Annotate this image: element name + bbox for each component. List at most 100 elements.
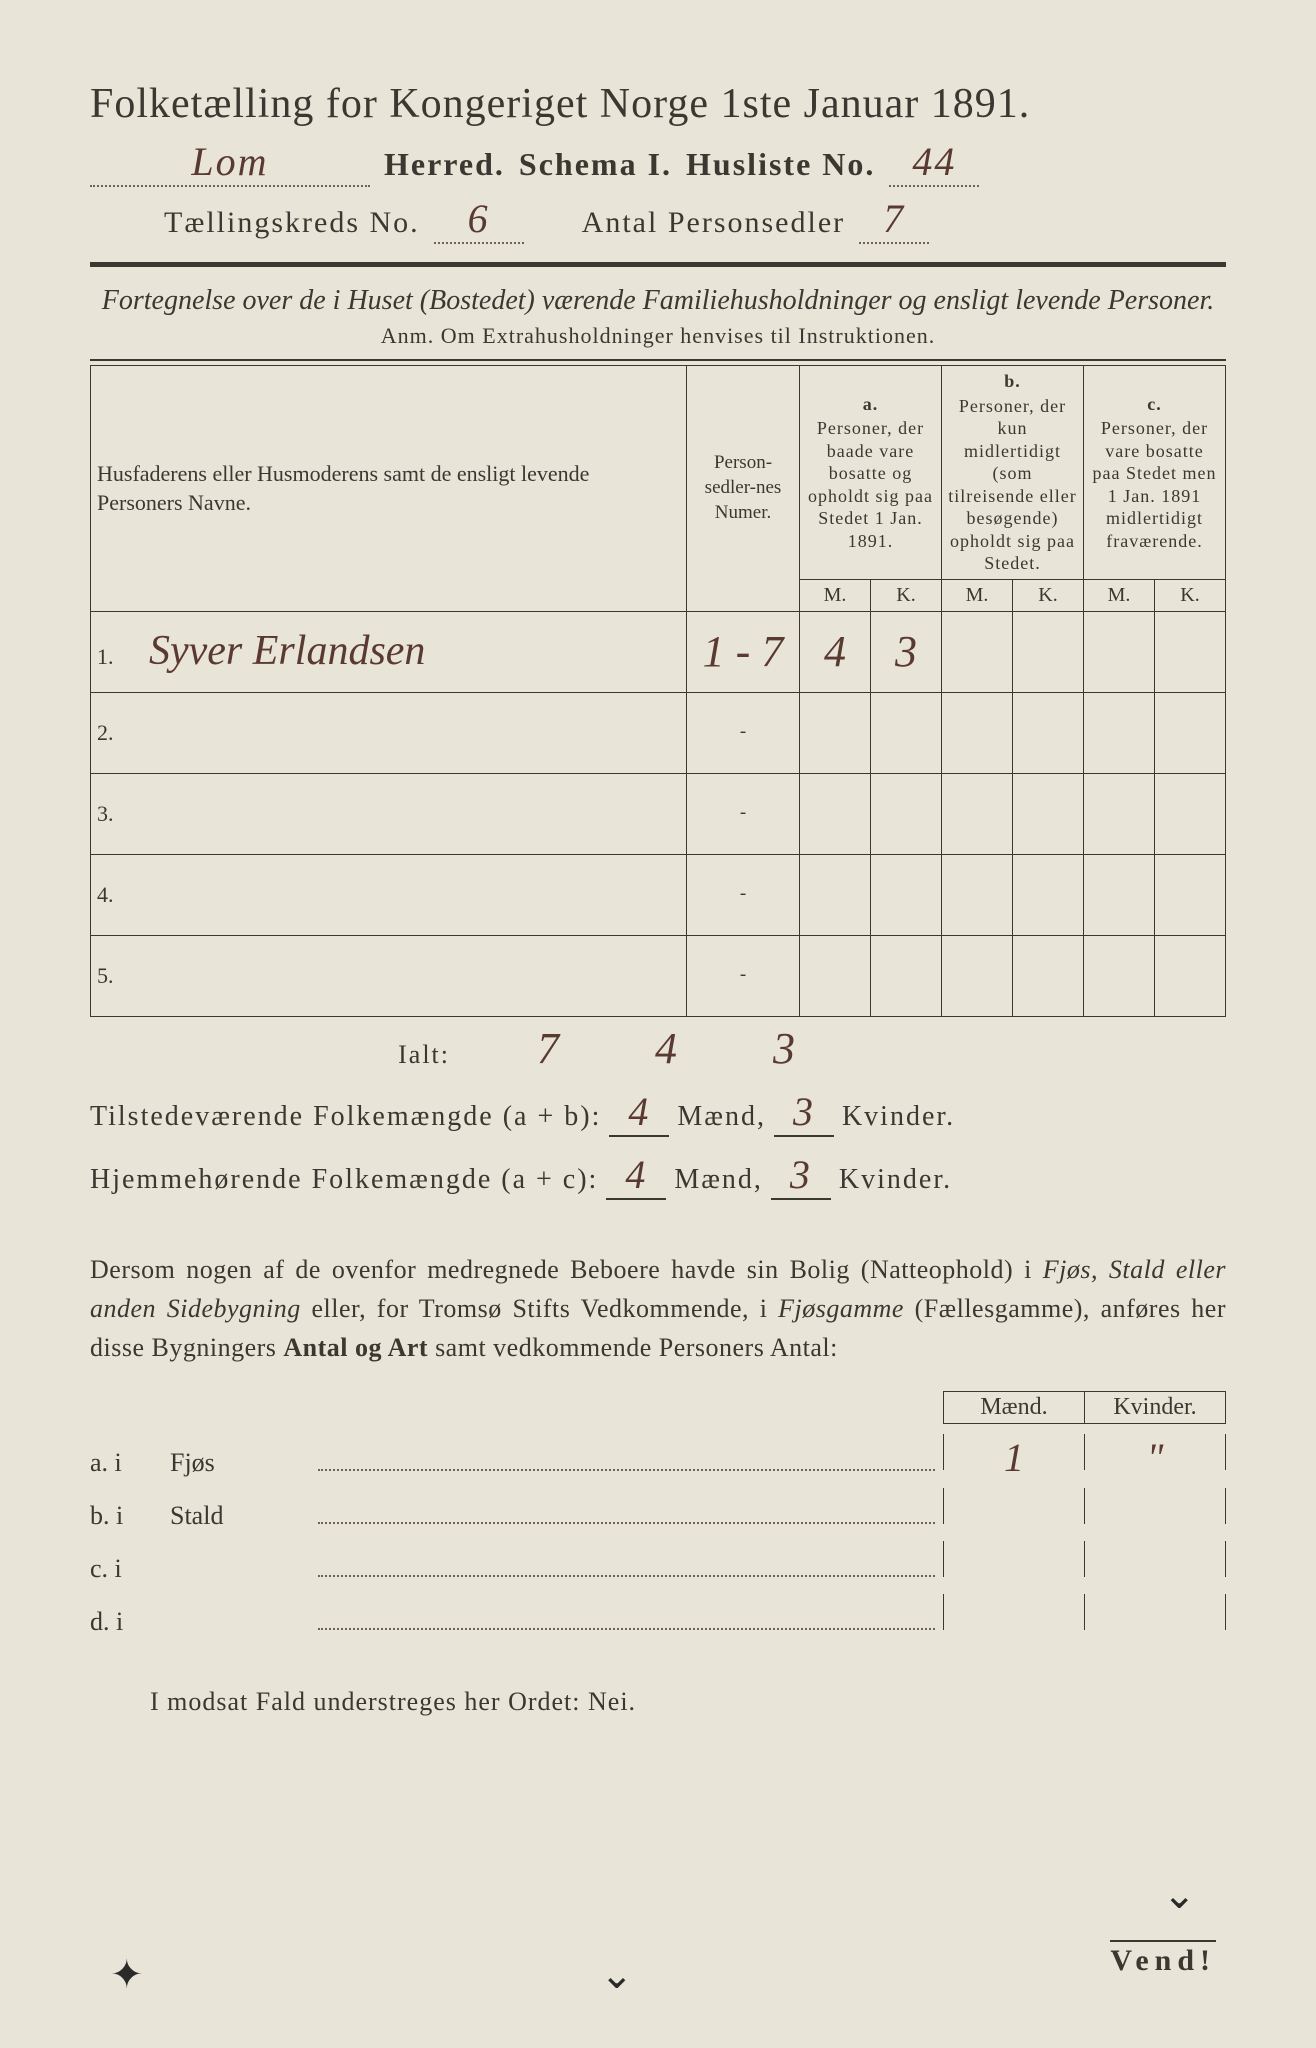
cell-num: - [687,854,800,935]
kreds-value: 6 [468,196,490,241]
antal-label: Antal Personsedler [582,206,845,240]
census-form-page: Folketælling for Kongeriget Norge 1ste J… [0,0,1316,2048]
bldg-head-m: Mænd. [943,1391,1084,1424]
bldg-m [943,1594,1084,1630]
cell-bm [942,854,1013,935]
cell-am [800,773,871,854]
cell-ak [871,773,942,854]
cell-cm [1084,611,1155,692]
cell-am [800,692,871,773]
cell-name: 5. [91,935,687,1016]
rule-thick [90,262,1226,267]
cell-am [800,935,871,1016]
header-line-kreds: Tællingskreds No. 6 Antal Personsedler 7 [90,195,1226,244]
cell-bm [942,935,1013,1016]
header-line-herred: Lom Herred. Schema I. Husliste No. 44 [90,138,1226,187]
cell-bm [942,611,1013,692]
table-row: 5.- [91,935,1226,1016]
cell-name: 3. [91,773,687,854]
col-header-num: Person-sedler-nes Numer. [687,366,800,612]
herred-value: Lom [191,139,268,184]
cell-cm [1084,773,1155,854]
bldg-row: c. i [90,1541,1226,1584]
ialt-row: Ialt: 7 4 3 [90,1023,1226,1074]
cell-bk [1013,611,1084,692]
dotted-fill [318,1469,935,1471]
household-table: Husfaderens eller Husmoderens samt de en… [90,365,1226,1017]
col-header-name: Husfaderens eller Husmoderens samt de en… [91,366,687,612]
cell-num: 1 - 7 [687,611,800,692]
cell-name: 1.Syver Erlandsen [91,611,687,692]
sum2-k: 3 [790,1152,812,1197]
cell-bm [942,692,1013,773]
sum2-label: Hjemmehørende Folkemængde (a + c): [90,1164,598,1196]
cell-ck [1155,611,1226,692]
cell-cm [1084,935,1155,1016]
ialt-num: 7 [490,1023,608,1074]
cell-ck [1155,935,1226,1016]
ialt-label: Ialt: [90,1040,490,1070]
bldg-row: d. i [90,1594,1226,1637]
cell-bk [1013,692,1084,773]
col-b-m: M. [942,579,1013,611]
paragraph-bldg: Dersom nogen af de ovenfor medregnede Be… [90,1250,1226,1367]
cell-bk [1013,935,1084,1016]
schema-label: Schema I. [519,146,672,183]
bldg-lab: d. i [90,1607,170,1637]
cell-bk [1013,854,1084,935]
rule-thin-1 [90,359,1226,361]
cell-num: - [687,935,800,1016]
page-title: Folketælling for Kongeriget Norge 1ste J… [90,80,1226,128]
modsat-note: I modsat Fald understreges her Ordet: Ne… [150,1687,1226,1717]
kreds-label: Tællingskreds No. [164,206,420,240]
maend-label2: Mænd, [674,1164,763,1196]
col-header-b: b. Personer, der kun midlertidigt (som t… [942,366,1084,580]
cell-num: - [687,773,800,854]
cell-ak: 3 [871,611,942,692]
table-row: 1.Syver Erlandsen1 - 743 [91,611,1226,692]
punch-mark-icon: ⌄ [600,1951,634,1998]
ialt-am: 4 [608,1023,726,1074]
bldg-head-k: Kvinder. [1084,1391,1226,1424]
table-row: 3.- [91,773,1226,854]
hand-name: Syver Erlandsen [119,628,425,674]
col-c-k: K. [1155,579,1226,611]
subtitle: Fortegnelse over de i Huset (Bostedet) v… [90,285,1226,317]
cell-ak [871,935,942,1016]
col-header-c: c. Personer, der vare bosatte paa Stedet… [1084,366,1226,580]
col-b-k: K. [1013,579,1084,611]
cell-bm [942,773,1013,854]
sum1-k: 3 [793,1089,815,1134]
anm-note: Anm. Om Extrahusholdninger henvises til … [90,323,1226,349]
husliste-value: 44 [912,139,956,184]
dotted-fill [318,1522,935,1524]
col-a-k: K. [871,579,942,611]
col-header-a: a. Personer, der baade vare bosatte og o… [800,366,942,580]
bldg-lab: a. i [90,1448,170,1478]
cell-am [800,854,871,935]
bldg-k [1084,1541,1226,1577]
bldg-m [943,1541,1084,1577]
dotted-fill [318,1575,935,1577]
cell-ak [871,692,942,773]
col-a-m: M. [800,579,871,611]
cell-ck [1155,692,1226,773]
col-c-m: M. [1084,579,1155,611]
punch-mark-icon: ✦ [110,1951,144,1998]
husliste-label: Husliste No. [686,146,875,183]
cell-ck [1155,773,1226,854]
cell-name: 4. [91,854,687,935]
bldg-name: Fjøs [170,1448,310,1478]
bldg-header: Mænd. Kvinder. [90,1391,1226,1424]
kvinder-label2: Kvinder. [839,1164,952,1196]
cell-am: 4 [800,611,871,692]
cell-cm [1084,692,1155,773]
sum1-m: 4 [628,1089,650,1134]
table-row: 4.- [91,854,1226,935]
vend-label: Vend! [1110,1940,1216,1978]
antal-value: 7 [883,196,905,241]
table-row: 2.- [91,692,1226,773]
kvinder-label: Kvinder. [842,1101,955,1133]
bldg-lab: b. i [90,1501,170,1531]
bldg-name: Stald [170,1501,310,1531]
